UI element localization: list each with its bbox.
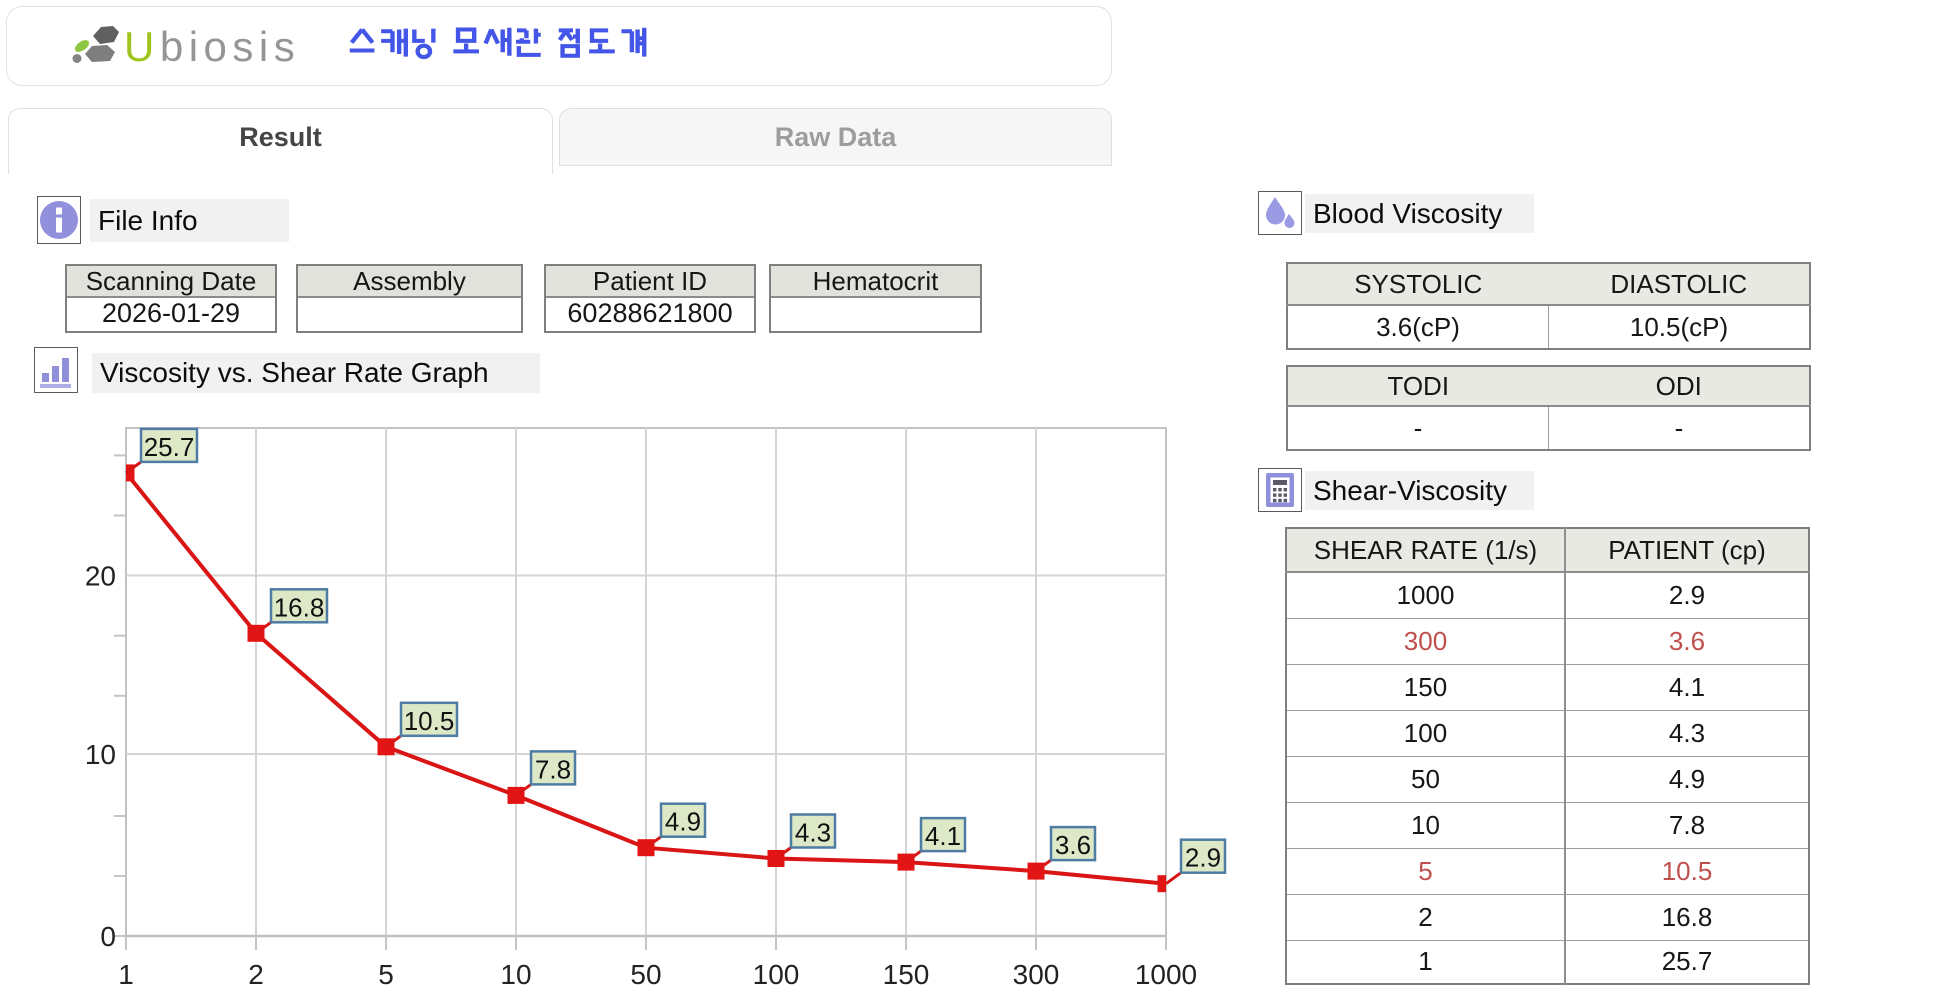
svg-text:10: 10 (500, 959, 531, 990)
svg-text:2.9: 2.9 (1185, 843, 1221, 873)
svg-text:4.3: 4.3 (795, 818, 831, 848)
svg-text:16.8: 16.8 (274, 592, 325, 622)
svg-text:4.9: 4.9 (665, 807, 701, 837)
svg-text:100: 100 (753, 959, 800, 990)
svg-text:1000: 1000 (1135, 959, 1197, 990)
svg-text:5: 5 (378, 959, 394, 990)
svg-text:300: 300 (1013, 959, 1060, 990)
svg-text:20: 20 (85, 561, 116, 592)
svg-text:50: 50 (630, 959, 661, 990)
svg-text:10.5: 10.5 (404, 706, 455, 736)
svg-text:4.1: 4.1 (925, 821, 961, 851)
svg-text:1: 1 (118, 959, 134, 990)
svg-text:7.8: 7.8 (535, 754, 571, 784)
svg-text:3.6: 3.6 (1055, 830, 1091, 860)
svg-text:0: 0 (100, 921, 116, 952)
svg-text:25.7: 25.7 (144, 432, 195, 462)
svg-text:10: 10 (85, 739, 116, 770)
svg-text:150: 150 (883, 959, 930, 990)
svg-text:2: 2 (248, 959, 264, 990)
